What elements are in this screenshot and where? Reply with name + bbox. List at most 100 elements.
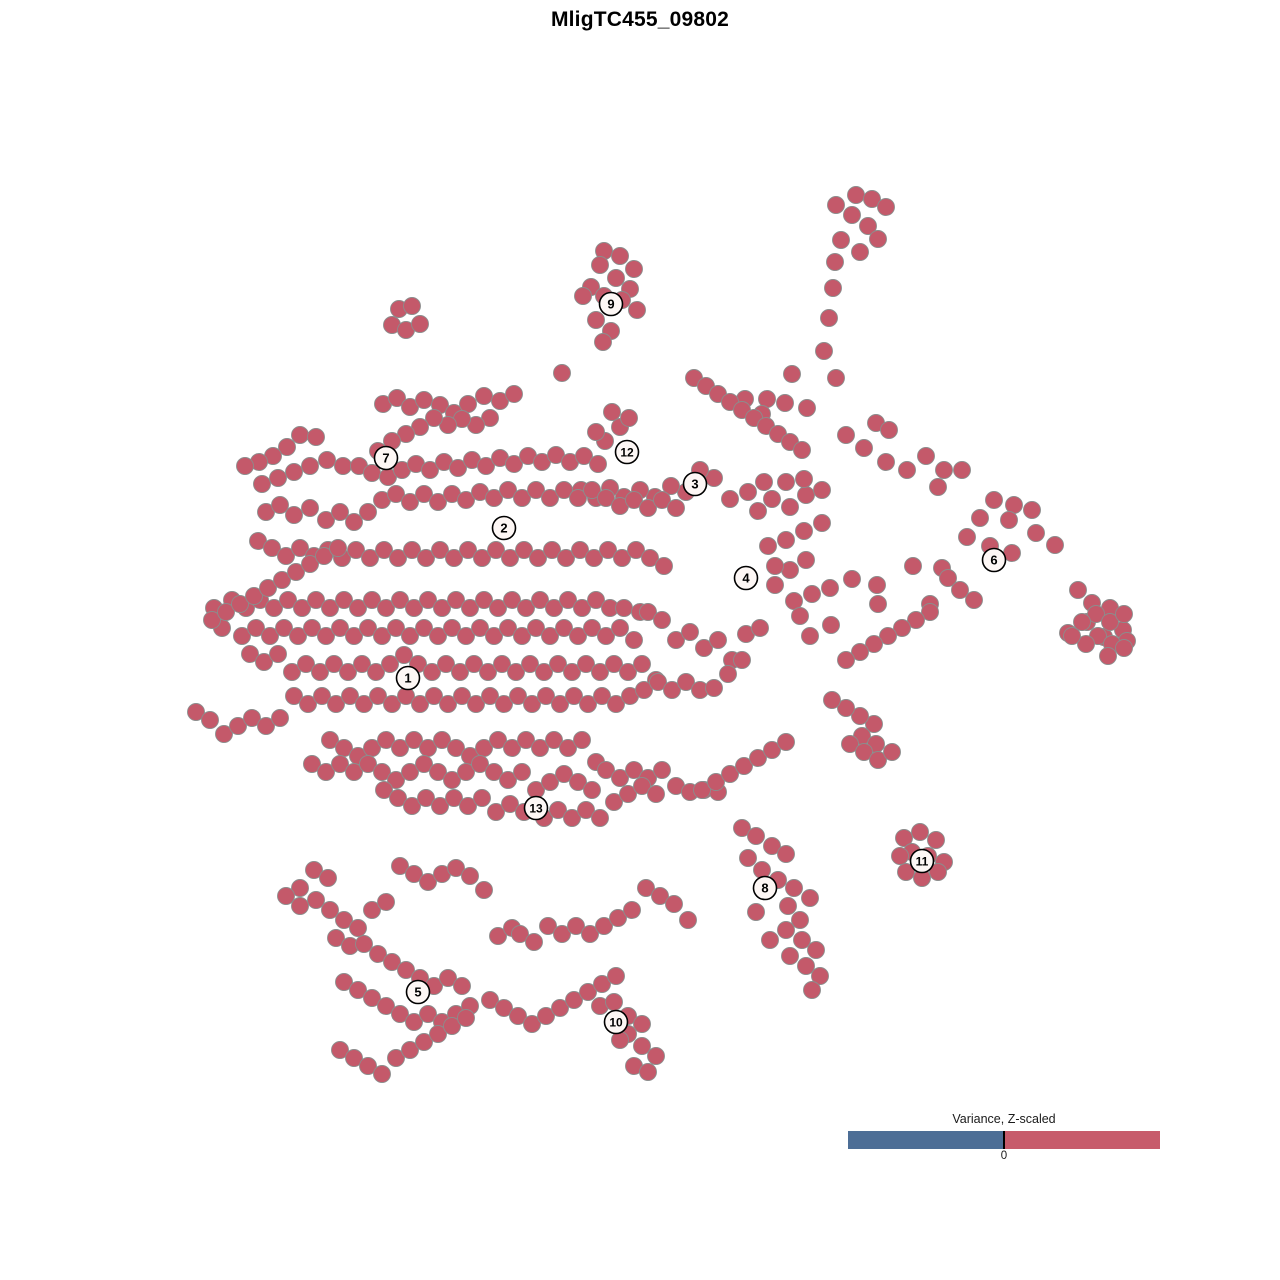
network-node[interactable] — [795, 470, 813, 488]
network-node[interactable] — [613, 549, 631, 567]
network-node[interactable] — [797, 957, 815, 975]
network-node[interactable] — [593, 687, 611, 705]
network-node[interactable] — [747, 903, 765, 921]
network-node[interactable] — [513, 627, 531, 645]
network-node[interactable] — [891, 847, 909, 865]
network-node[interactable] — [341, 687, 359, 705]
network-node[interactable] — [331, 503, 349, 521]
network-node[interactable] — [331, 619, 349, 637]
network-node[interactable] — [1087, 605, 1105, 623]
network-node[interactable] — [339, 663, 357, 681]
network-node[interactable] — [487, 541, 505, 559]
network-node[interactable] — [721, 765, 739, 783]
network-node[interactable] — [449, 459, 467, 477]
network-node[interactable] — [493, 655, 511, 673]
network-node[interactable] — [607, 967, 625, 985]
network-node[interactable] — [597, 761, 615, 779]
network-node[interactable] — [485, 627, 503, 645]
network-node[interactable] — [801, 889, 819, 907]
network-node[interactable] — [433, 599, 451, 617]
network-node[interactable] — [733, 651, 751, 669]
network-node[interactable] — [381, 655, 399, 673]
network-node[interactable] — [821, 579, 839, 597]
network-node[interactable] — [373, 763, 391, 781]
network-node[interactable] — [869, 595, 887, 613]
network-node[interactable] — [387, 485, 405, 503]
network-node[interactable] — [605, 793, 623, 811]
network-node[interactable] — [1115, 605, 1133, 623]
network-node[interactable] — [824, 279, 842, 297]
network-node[interactable] — [883, 743, 901, 761]
network-node[interactable] — [359, 1057, 377, 1075]
network-node[interactable] — [363, 989, 381, 1007]
network-node[interactable] — [795, 522, 813, 540]
network-node[interactable] — [763, 837, 781, 855]
network-node[interactable] — [353, 655, 371, 673]
network-node[interactable] — [527, 481, 545, 499]
network-node[interactable] — [359, 755, 377, 773]
network-node[interactable] — [620, 409, 638, 427]
network-node[interactable] — [387, 619, 405, 637]
network-node[interactable] — [753, 861, 771, 879]
network-node[interactable] — [236, 457, 254, 475]
network-node[interactable] — [837, 651, 855, 669]
network-node[interactable] — [851, 643, 869, 661]
network-node[interactable] — [443, 1017, 461, 1035]
network-node[interactable] — [783, 365, 801, 383]
network-node[interactable] — [776, 394, 794, 412]
network-node[interactable] — [571, 541, 589, 559]
network-node[interactable] — [201, 711, 219, 729]
network-node[interactable] — [577, 655, 595, 673]
network-node[interactable] — [591, 663, 609, 681]
network-node[interactable] — [387, 1049, 405, 1067]
network-node[interactable] — [763, 741, 781, 759]
network-node[interactable] — [269, 645, 287, 663]
network-node[interactable] — [563, 809, 581, 827]
network-node[interactable] — [929, 863, 947, 881]
network-node[interactable] — [473, 549, 491, 567]
network-node[interactable] — [553, 364, 571, 382]
cluster-label-4[interactable]: 4 — [733, 565, 759, 591]
network-node[interactable] — [317, 763, 335, 781]
network-node[interactable] — [1000, 511, 1018, 529]
cluster-label-1[interactable]: 1 — [395, 665, 421, 691]
network-node[interactable] — [229, 717, 247, 735]
network-node[interactable] — [939, 569, 957, 587]
network-node[interactable] — [521, 655, 539, 673]
network-node[interactable] — [479, 663, 497, 681]
network-node[interactable] — [591, 256, 609, 274]
network-node[interactable] — [573, 731, 591, 749]
network-node[interactable] — [575, 447, 593, 465]
network-node[interactable] — [517, 599, 535, 617]
network-node[interactable] — [401, 1041, 419, 1059]
network-node[interactable] — [559, 591, 577, 609]
network-node[interactable] — [411, 695, 429, 713]
network-node[interactable] — [499, 481, 517, 499]
network-node[interactable] — [307, 591, 325, 609]
network-node[interactable] — [574, 287, 592, 305]
network-node[interactable] — [827, 369, 845, 387]
network-node[interactable] — [461, 599, 479, 617]
network-node[interactable] — [317, 627, 335, 645]
network-node[interactable] — [637, 879, 655, 897]
network-node[interactable] — [1063, 627, 1081, 645]
network-node[interactable] — [1115, 639, 1133, 657]
network-node[interactable] — [1073, 613, 1091, 631]
network-node[interactable] — [471, 755, 489, 773]
network-node[interactable] — [419, 1005, 437, 1023]
network-node[interactable] — [451, 663, 469, 681]
network-node[interactable] — [625, 260, 643, 278]
network-node[interactable] — [589, 455, 607, 473]
network-node[interactable] — [567, 917, 585, 935]
network-node[interactable] — [375, 781, 393, 799]
network-node[interactable] — [813, 481, 831, 499]
network-node[interactable] — [423, 663, 441, 681]
network-node[interactable] — [827, 196, 845, 214]
network-node[interactable] — [907, 611, 925, 629]
network-node[interactable] — [369, 945, 387, 963]
network-node[interactable] — [587, 591, 605, 609]
network-node[interactable] — [303, 755, 321, 773]
network-node[interactable] — [377, 599, 395, 617]
network-node[interactable] — [785, 592, 803, 610]
network-node[interactable] — [395, 646, 413, 664]
